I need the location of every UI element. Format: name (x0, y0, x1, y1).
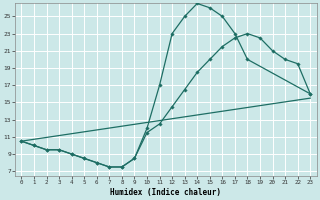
X-axis label: Humidex (Indice chaleur): Humidex (Indice chaleur) (110, 188, 221, 197)
